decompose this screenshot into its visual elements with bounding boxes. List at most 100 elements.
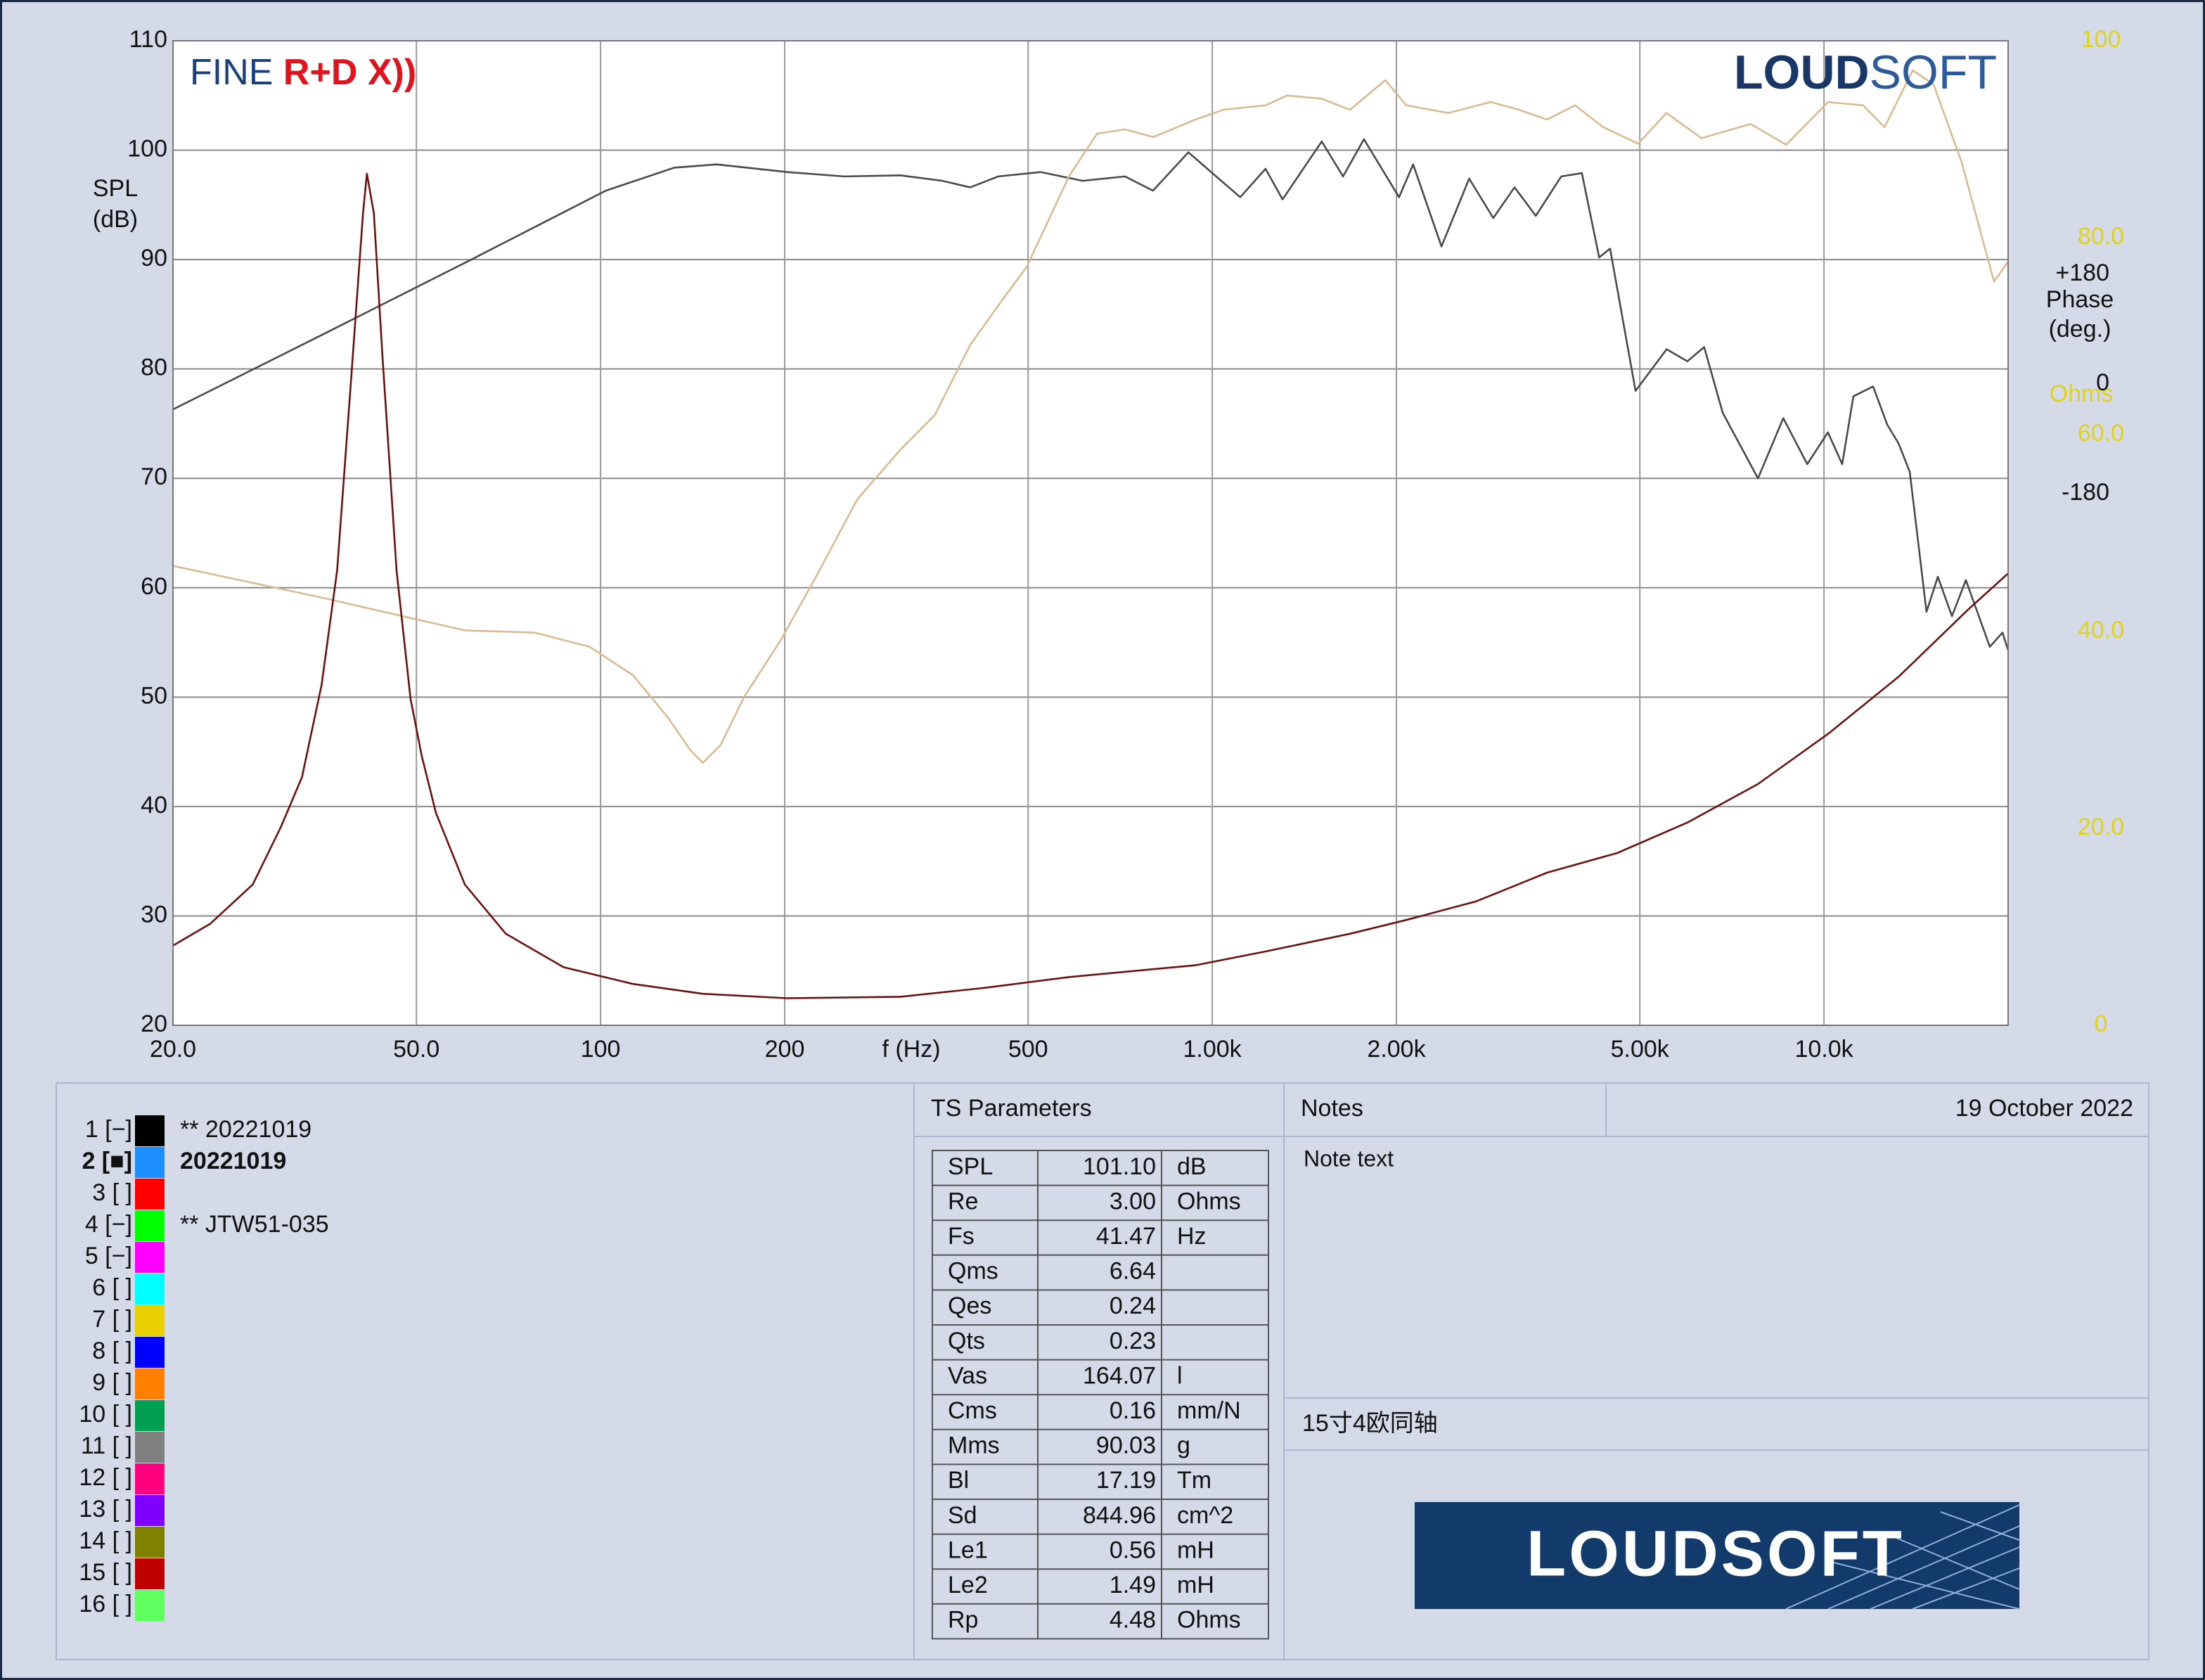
legend-key: 8 [ ] <box>92 1338 132 1364</box>
ts-value: 164.07 <box>1083 1362 1156 1389</box>
logo-text: LOUD <box>1734 46 1870 99</box>
ts-name: Qts <box>948 1328 985 1354</box>
y-axis-label: SPL <box>93 175 138 202</box>
ts-value: 4.48 <box>1110 1607 1156 1634</box>
banner-pattern <box>1785 1504 2020 1610</box>
x-axis-label: f (Hz) <box>882 1036 940 1063</box>
curve <box>173 69 2008 764</box>
legend-swatch <box>135 1368 165 1399</box>
y2-tick-label: 20.0 <box>2078 814 2124 840</box>
y-tick-label: 70 <box>141 463 167 490</box>
phase-axis-label: Phase <box>2046 286 2114 313</box>
ts-value: 101.10 <box>1083 1153 1156 1180</box>
legend-swatch <box>135 1337 165 1368</box>
notes-title: Notes <box>1301 1095 1363 1122</box>
legend-key: 1 [−] <box>85 1116 132 1143</box>
ts-title: TS Parameters <box>931 1095 1092 1122</box>
ts-value: 844.96 <box>1083 1502 1156 1529</box>
y-axis-label: (dB) <box>93 206 138 233</box>
ts-unit: Ohms <box>1177 1188 1241 1214</box>
phase-tick-label: +180 <box>2055 259 2109 286</box>
x-tick-label: 500 <box>1008 1036 1048 1063</box>
y-tick-label: 30 <box>141 901 167 928</box>
ts-table: SPL 101.10 dB Re 3.00 Ohms Fs 41.47 Hz Qms 6.64 Qes… <box>932 1150 1269 1640</box>
ts-unit: cm^2 <box>1177 1502 1233 1529</box>
ts-name: Cms <box>948 1397 997 1424</box>
ts-name: Bl <box>948 1467 969 1494</box>
banner: LOUDSOFT <box>1415 1502 2020 1610</box>
logo-text: FINE <box>190 52 273 93</box>
notes-date: 19 October 2022 <box>1955 1095 2133 1122</box>
ts-name: Rp <box>948 1607 978 1634</box>
ts-unit: dB <box>1177 1153 1207 1180</box>
ts-name: Sd <box>948 1502 977 1529</box>
curve <box>173 138 2008 650</box>
phase-tick-label: 0 <box>2096 369 2109 396</box>
ts-unit: l <box>1177 1362 1183 1389</box>
legend-swatch <box>135 1432 165 1463</box>
plot-area <box>173 41 2008 1025</box>
phase-axis-label: (deg.) <box>2049 316 2111 342</box>
curves <box>173 69 2008 999</box>
y-tick-label: 40 <box>141 792 167 819</box>
ts-value: 41.47 <box>1096 1223 1156 1250</box>
legend-key: 16 [ ] <box>79 1591 132 1617</box>
ts-value: 0.16 <box>1110 1397 1156 1424</box>
legend-swatch <box>135 1179 165 1210</box>
ts-name: Qes <box>948 1293 991 1319</box>
ts-name: Mms <box>948 1432 1000 1459</box>
ts-name: SPL <box>948 1153 993 1180</box>
x-tick-label: 2.00k <box>1367 1036 1426 1063</box>
legend-label: ** 20221019 <box>180 1116 311 1143</box>
legend-key: 10 [ ] <box>79 1401 132 1428</box>
logo-right: LOUDSOFT <box>1734 46 1997 99</box>
x-tick-label: 10.0k <box>1795 1036 1854 1063</box>
legend-swatch <box>135 1210 165 1241</box>
logo-left: FINE R+D X)) <box>190 52 416 93</box>
legend-key: 12 [ ] <box>79 1464 132 1491</box>
ts-unit: mm/N <box>1177 1397 1241 1424</box>
legend-swatch <box>135 1305 165 1336</box>
legend-label: ** JTW51-035 <box>180 1211 329 1238</box>
logo-text: R+D X)) <box>283 52 416 93</box>
y-tick-label: 80 <box>141 354 167 381</box>
notes-text: Note text <box>1304 1146 1394 1171</box>
legend-key: 4 [−] <box>85 1211 132 1238</box>
legend-key: 5 [−] <box>85 1243 132 1269</box>
x-tick-label: 100 <box>581 1036 621 1063</box>
legend-key: 11 [ ] <box>81 1432 132 1459</box>
legend-label: 20221019 <box>180 1148 286 1174</box>
legend-key: 9 [ ] <box>92 1369 132 1396</box>
ts-unit: g <box>1177 1432 1190 1459</box>
y2-tick-label: 0 <box>2095 1011 2108 1037</box>
y2-tick-label: 40.0 <box>2078 617 2124 643</box>
phase-tick-label: -180 <box>2062 479 2109 506</box>
ts-value: 1.49 <box>1110 1572 1156 1598</box>
legend-key: 3 [ ] <box>92 1179 132 1206</box>
ts-unit: Tm <box>1177 1467 1211 1494</box>
x-tick-label: 20.0 <box>150 1036 196 1063</box>
notes-description: 15寸4欧同轴 <box>1302 1410 1438 1437</box>
ts-name: Le1 <box>948 1537 988 1563</box>
x-tick-label: 50.0 <box>393 1036 439 1063</box>
legend-key: 7 [ ] <box>92 1306 132 1333</box>
ts-unit: mH <box>1177 1572 1214 1598</box>
logo-text: SOFT <box>1870 46 1997 99</box>
y-tick-label: 110 <box>129 26 167 53</box>
curve <box>173 172 2008 999</box>
legend-swatch <box>135 1527 165 1558</box>
ts-name: Qms <box>948 1258 998 1285</box>
legend-swatch <box>135 1590 165 1621</box>
ts-name: Le2 <box>948 1572 988 1598</box>
legend-key: 13 [ ] <box>79 1496 132 1522</box>
legend-swatch <box>135 1558 165 1589</box>
ts-unit: Hz <box>1177 1223 1207 1250</box>
x-tick-label: 200 <box>765 1036 805 1063</box>
y2-axis-label: Ohms <box>2050 380 2114 407</box>
ts-unit: mH <box>1177 1537 1214 1563</box>
legend-key: 6 [ ] <box>92 1274 132 1301</box>
legend-swatch <box>135 1274 165 1304</box>
x-tick-label: 1.00k <box>1183 1036 1242 1063</box>
legend-key: 2 [■] <box>82 1148 132 1174</box>
